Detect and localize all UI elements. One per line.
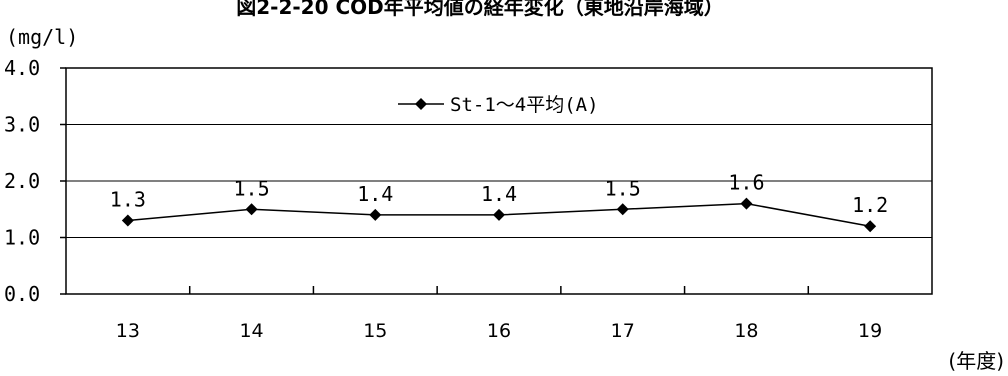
x-tick-label: 18: [734, 320, 758, 342]
y-tick-label: 4.0: [4, 56, 40, 80]
series-group: 1.3 1.5 1.4 1.4 1.5 1.6 1.2: [110, 171, 888, 233]
data-point-diamond-icon: [864, 220, 877, 233]
y-axis-unit-label: (mg/l): [6, 25, 78, 49]
data-point-diamond-icon: [616, 203, 629, 216]
y-axis-ticks: 0.0 1.0 2.0 3.0 4.0: [4, 56, 66, 306]
data-label: 1.5: [234, 176, 270, 200]
data-label: 1.4: [357, 182, 393, 206]
data-point-diamond-icon: [245, 203, 258, 216]
data-point-diamond-icon: [121, 214, 134, 227]
x-axis-unit-label: (年度): [948, 349, 1004, 373]
y-tick-label: 3.0: [4, 113, 40, 137]
data-label: 1.6: [728, 171, 764, 195]
y-tick-label: 0.0: [4, 282, 40, 306]
x-tick-label: 19: [858, 320, 882, 342]
x-tick-label: 15: [363, 320, 387, 342]
x-tick-label: 13: [116, 320, 140, 342]
data-point-diamond-icon: [369, 208, 382, 221]
data-label: 1.5: [605, 176, 641, 200]
gridlines: [66, 124, 932, 238]
data-label: 1.3: [110, 188, 146, 212]
chart-title: 図2-2-20 COD年平均値の経年変化（東地沿岸海域）: [236, 0, 724, 19]
x-tick-label: 16: [487, 320, 511, 342]
y-tick-label: 1.0: [4, 226, 40, 250]
legend-marker-diamond-icon: [415, 98, 427, 110]
data-label: 1.4: [481, 182, 517, 206]
x-axis-ticks: 13 14 15 16 17 18 19: [116, 286, 882, 342]
data-label: 1.2: [852, 193, 888, 217]
y-tick-label: 2.0: [4, 169, 40, 193]
x-tick-label: 17: [611, 320, 635, 342]
data-point-diamond-icon: [493, 208, 505, 221]
legend-entry: St-1～4平均(A): [450, 94, 599, 116]
legend: St-1～4平均(A): [398, 94, 599, 116]
data-point-diamond-icon: [740, 197, 753, 210]
x-tick-label: 14: [239, 320, 263, 342]
